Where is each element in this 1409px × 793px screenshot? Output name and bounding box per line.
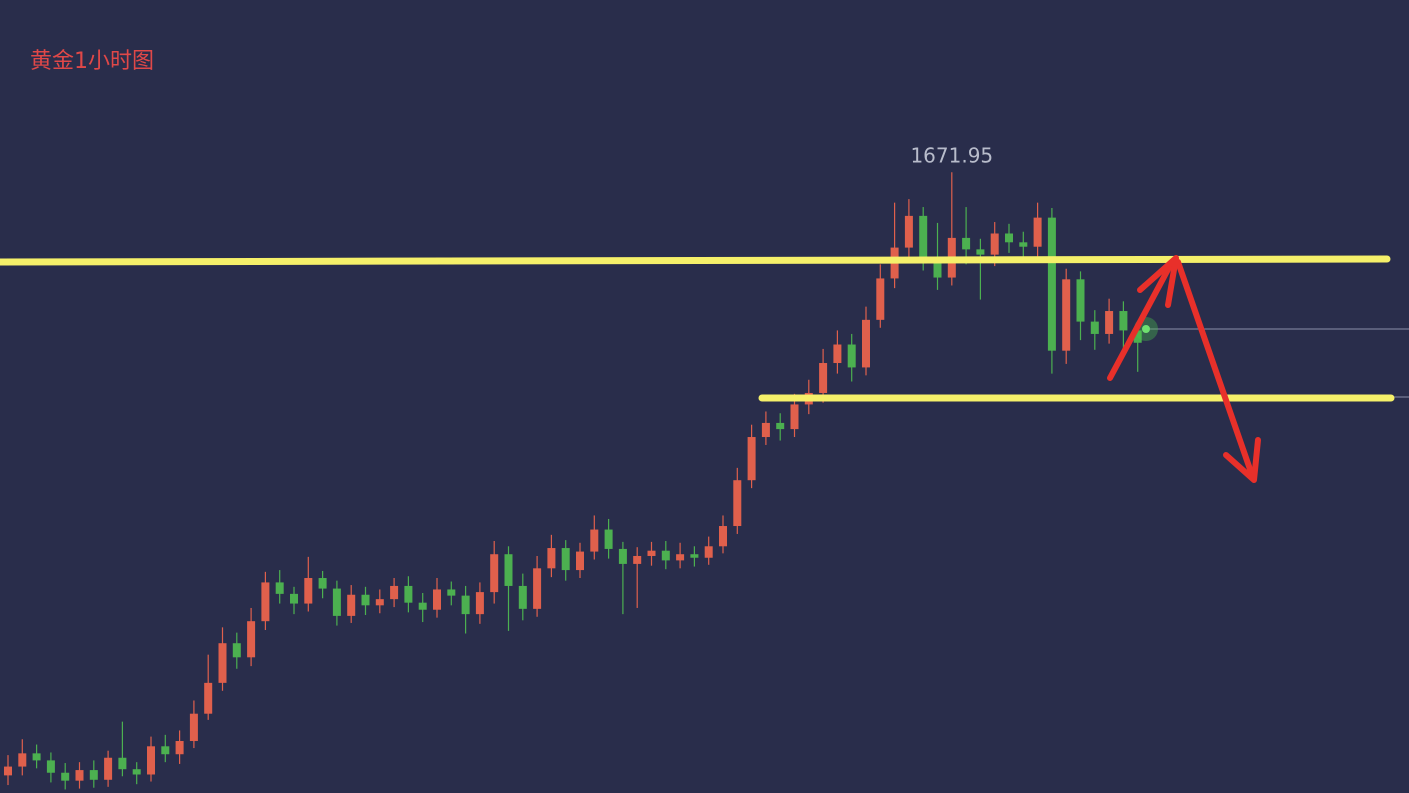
candle-body [175, 741, 184, 755]
candle-body [733, 480, 742, 527]
candle-body [132, 769, 141, 775]
candle-body [18, 753, 27, 767]
candle-body [104, 757, 113, 780]
candle-body [147, 746, 155, 775]
candle-body [719, 526, 727, 547]
candle-body [561, 548, 570, 571]
candle-body [204, 682, 213, 714]
candle-body [547, 548, 556, 569]
candle-body [576, 551, 584, 571]
candle-body [46, 760, 55, 773]
candle-body [518, 585, 527, 609]
candle-body [676, 554, 685, 561]
candle-body [747, 437, 756, 481]
candle-body [604, 529, 613, 549]
candle-body [790, 404, 799, 430]
candle-body [661, 550, 670, 561]
candle-body [590, 529, 599, 552]
candle-body [847, 344, 856, 368]
candle-body [633, 555, 642, 564]
candle-body [976, 249, 985, 255]
candle-body [833, 344, 842, 364]
candle-body [218, 643, 227, 683]
candle-body [290, 593, 298, 604]
candle-body [776, 422, 785, 430]
candle-body [1047, 217, 1056, 351]
candle-body [275, 582, 284, 594]
candle-body [247, 621, 256, 658]
candle-body [304, 578, 313, 604]
candle-body [89, 770, 98, 780]
resistance-line [0, 255, 1391, 266]
candle-body [1062, 279, 1071, 351]
candle-body [1005, 233, 1013, 243]
candle-body [189, 713, 198, 742]
candle-body [704, 546, 713, 558]
candle-body [490, 554, 499, 593]
candle-body [990, 233, 999, 255]
candle-body [32, 753, 41, 761]
candle-body [347, 594, 356, 616]
candle-body [1133, 330, 1142, 343]
candle-body [1019, 242, 1028, 247]
candle-body [447, 589, 456, 596]
candle-body [761, 422, 770, 438]
candle-body [1105, 311, 1114, 334]
candle-body [332, 588, 341, 616]
candle-body [533, 568, 542, 609]
candle-body [1119, 311, 1128, 331]
candle-body [433, 589, 441, 610]
candle-body [919, 215, 928, 260]
current-marker [1142, 325, 1150, 333]
candle-body [161, 746, 170, 755]
candle-body [933, 259, 942, 278]
candle-body [390, 585, 399, 600]
candle-body [404, 585, 413, 603]
candle-body [962, 237, 971, 250]
candle-body [1033, 217, 1042, 247]
candle-body [1076, 279, 1085, 322]
candle-body [75, 770, 84, 781]
candle-body [647, 550, 656, 556]
candle-body [261, 582, 270, 622]
candle-body [318, 578, 327, 589]
chart-title: 黄金1小时图 [30, 49, 154, 74]
candle-body [904, 215, 913, 248]
candle-body [418, 602, 427, 610]
candle-body [690, 554, 699, 558]
candle-body [862, 319, 870, 368]
candle-body [361, 594, 370, 606]
candle-body [876, 278, 885, 320]
candle-body [618, 548, 627, 564]
candle-body [61, 772, 70, 781]
candle-body [4, 766, 12, 776]
candle-body [475, 592, 484, 615]
candles: 1671.95 [4, 143, 1142, 790]
candle-body [461, 595, 470, 615]
high-label: 1671.95 [910, 143, 993, 167]
candle-body [1090, 321, 1099, 334]
forecast-arrows [1107, 255, 1261, 483]
candle-body [504, 554, 513, 586]
candle-body [375, 599, 384, 606]
candle-body [819, 363, 828, 393]
candle-body [232, 643, 241, 658]
candle-body [118, 757, 127, 770]
